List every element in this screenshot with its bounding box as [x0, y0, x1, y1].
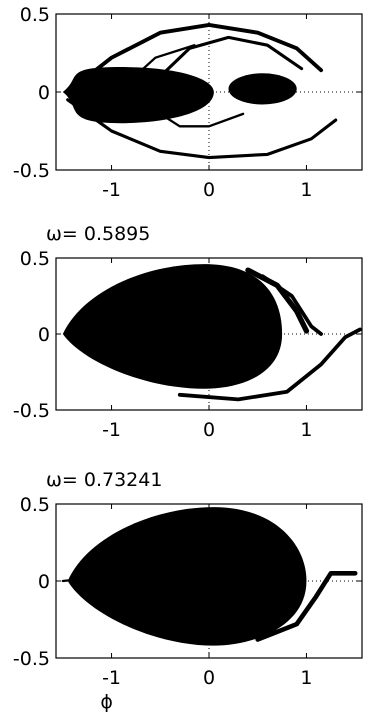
y-tick-label: -0.5 — [13, 648, 50, 670]
panel-title: ω= 0.73241 — [46, 469, 162, 491]
y-tick-label: 0 — [38, 571, 50, 593]
y-tick-label: 0.5 — [20, 4, 50, 26]
x-tick-label: 1 — [300, 179, 312, 201]
band-region — [61, 572, 113, 583]
x-tick-label: 0 — [203, 667, 215, 689]
y-tick-label: 0.5 — [20, 494, 50, 516]
band-region — [177, 327, 362, 402]
phase-regions — [61, 507, 358, 646]
x-tick-label: -1 — [102, 667, 121, 689]
y-tick-label: 0 — [38, 324, 50, 346]
band-region — [65, 22, 324, 94]
lens-region — [67, 507, 307, 646]
band-region — [158, 35, 304, 78]
panel-title: ω= 0.5895 — [46, 223, 150, 245]
band-region — [260, 274, 323, 336]
y-tick-label: 0.5 — [20, 248, 50, 270]
x-tick-label: -1 — [102, 419, 121, 441]
y-tick-label: -0.5 — [13, 160, 50, 182]
panel-1: -1 0 1 0.5 0 -0.5 — [13, 4, 363, 201]
ellipse-region — [228, 73, 297, 105]
band-region — [66, 98, 338, 160]
x-axis-label: ϕ — [100, 691, 113, 713]
phase-regions — [62, 22, 338, 160]
x-tick-label: 1 — [300, 667, 312, 689]
panel-2: -1 0 1 0.5 0 -0.5 ω= 0.5895 — [13, 223, 363, 441]
x-tick-label: 0 — [203, 179, 215, 201]
lens-region — [62, 264, 283, 389]
y-tick-label: 0 — [38, 82, 50, 104]
lens-region — [62, 67, 214, 124]
x-tick-label: -1 — [102, 179, 121, 201]
band-region — [124, 44, 196, 86]
band-region — [255, 570, 358, 642]
y-tick-label: -0.5 — [13, 400, 50, 422]
panel-3: -1 0 1 0.5 0 -0.5 ω= 0.73241 ϕ — [13, 469, 363, 713]
phase-regions — [62, 264, 362, 402]
x-tick-label: 0 — [203, 419, 215, 441]
band-region — [149, 106, 245, 128]
x-tick-label: 1 — [300, 419, 312, 441]
